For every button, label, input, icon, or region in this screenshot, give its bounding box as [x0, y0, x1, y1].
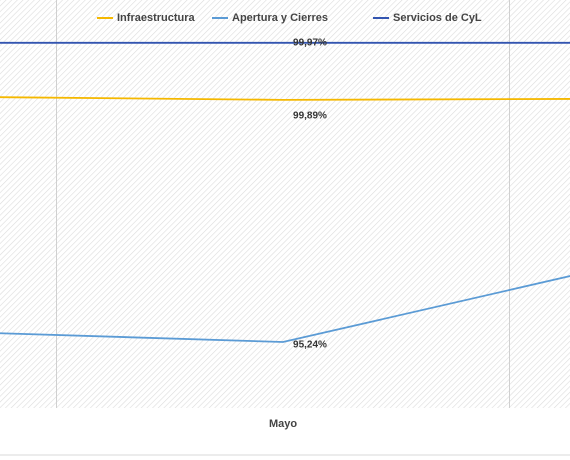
line-series [0, 275, 570, 343]
data-label: 99,89% [293, 111, 327, 122]
data-label: 99,97% [293, 37, 327, 48]
legend-label: Servicios de CyL [393, 12, 482, 24]
plot-background [0, 0, 570, 408]
legend-label: Infraestructura [117, 12, 196, 24]
line-series [0, 96, 570, 101]
x-tick-label: Mayo [269, 418, 297, 430]
data-label: 95,24% [293, 340, 327, 351]
legend-label: Apertura y Cierres [232, 12, 328, 24]
